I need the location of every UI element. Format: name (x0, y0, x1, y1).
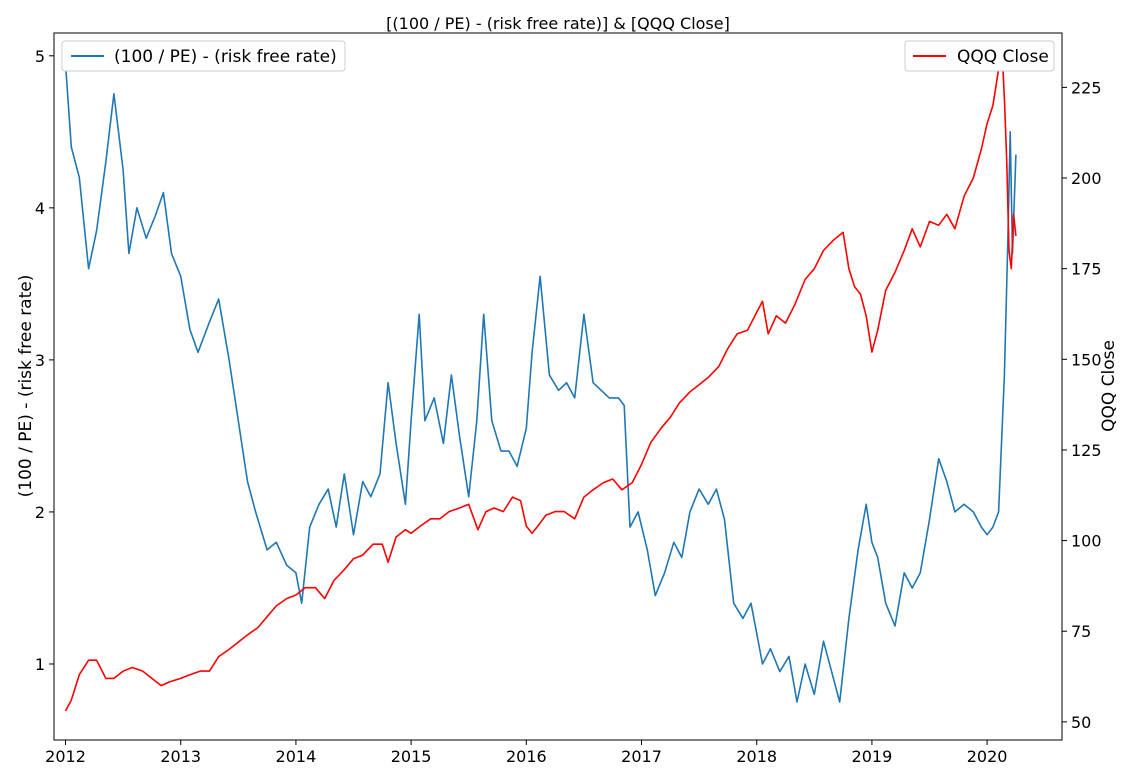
legend-box (61, 40, 346, 72)
left-y-tick-label: 1 (35, 655, 45, 674)
x-axis-ticks: 2012 2013 2014 2015 2016 2017 2018 2019 2020 (45, 740, 1007, 766)
right-y-tick-label: 175 (1071, 260, 1102, 279)
left-y-tick-label: 4 (35, 199, 45, 218)
left-y-tick-label: 3 (35, 351, 45, 370)
x-tick-label: 2020 (967, 747, 1008, 766)
legend-red-series: QQQ Close (904, 40, 1055, 72)
x-tick-label: 2014 (276, 747, 317, 766)
x-tick-label: 2017 (621, 747, 662, 766)
series-line-earnings-yield-spread (64, 63, 1017, 703)
x-tick-label: 2015 (391, 747, 432, 766)
right-y-axis-ticks: 50 75 100 125 150 175 200 225 (1062, 78, 1102, 732)
right-y-tick-label: 125 (1071, 441, 1102, 460)
legend-blue-series: (100 / PE) - (risk free rate) (61, 40, 346, 72)
left-y-axis-label: (100 / PE) - (risk free rate) (16, 275, 36, 498)
plot-frame (53, 32, 1063, 741)
x-tick-label: 2016 (506, 747, 547, 766)
right-y-tick-label: 50 (1071, 713, 1091, 732)
legend-label: (100 / PE) - (risk free rate) (114, 47, 337, 67)
series-layer (64, 50, 1017, 712)
chart-title: [(100 / PE) - (risk free rate)] & [QQQ C… (386, 14, 730, 33)
legend-label: QQQ Close (957, 47, 1049, 67)
right-y-tick-label: 200 (1071, 169, 1102, 188)
x-tick-label: 2013 (160, 747, 201, 766)
legend-box (904, 40, 1055, 72)
x-tick-label: 2019 (852, 747, 893, 766)
x-tick-label: 2012 (45, 747, 86, 766)
series-line-qqq-close (64, 50, 1017, 712)
right-y-tick-label: 225 (1071, 78, 1102, 97)
right-y-axis-label: QQQ Close (1099, 340, 1119, 432)
right-y-tick-label: 75 (1071, 622, 1091, 641)
left-y-tick-label: 2 (35, 503, 45, 522)
left-y-axis-ticks: 1 2 3 4 5 (35, 47, 54, 674)
right-y-tick-label: 150 (1071, 350, 1102, 369)
left-y-tick-label: 5 (35, 47, 45, 66)
x-tick-label: 2018 (736, 747, 777, 766)
right-y-tick-label: 100 (1071, 532, 1102, 551)
